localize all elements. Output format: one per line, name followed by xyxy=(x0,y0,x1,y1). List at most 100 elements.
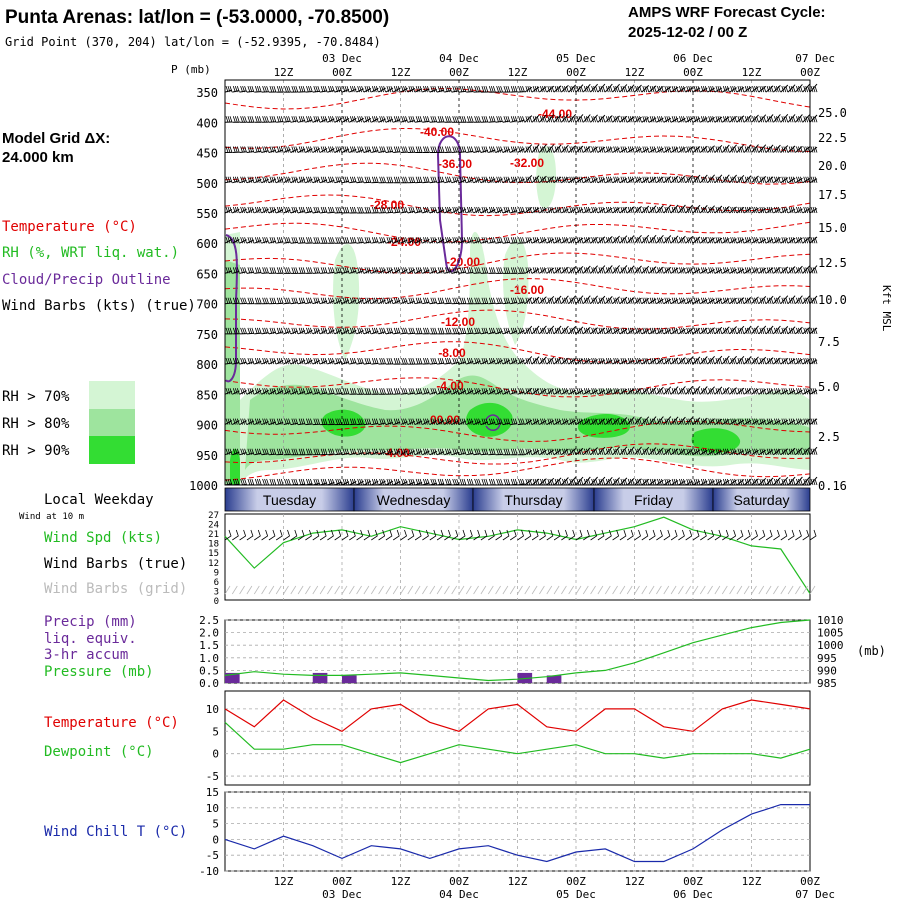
panel-tick-label: 3 xyxy=(214,587,219,597)
cross-section-panel: -44.00-40.00-36.00 -32.00-28.00-24.00-20.… xyxy=(224,79,818,486)
rh-legend-label-70: RH > 70% xyxy=(2,389,70,405)
pressure-level-label: 700 xyxy=(196,298,218,312)
kft-msl-labels: 25.0 22.5 20.0 17.5 15.0 12.5 10.0 7.5 5.0 2.5 0.1… xyxy=(818,106,847,493)
isotherm-labels: -44.00-40.00-36.00 -32.00-28.00-24.00-20.… xyxy=(370,107,572,460)
legend-temperature: Temperature (°C) xyxy=(2,219,137,235)
panel-tick-label: 0 xyxy=(214,597,219,607)
bottom-hour-label: 00Z xyxy=(332,875,352,888)
isotherm-line xyxy=(224,127,811,152)
wind-barb-flags xyxy=(225,146,818,153)
panel-tick-label: 2.0 xyxy=(199,627,219,640)
page-title: Punta Arenas: lat/lon = (-53.0000, -70.8… xyxy=(5,7,389,28)
kft-msl-label: 0.16 xyxy=(818,479,847,493)
pressure-level-label: 1000 xyxy=(189,479,218,493)
pressure-level-label: 750 xyxy=(196,328,218,342)
panel-tick-label: 15 xyxy=(206,786,219,799)
bottom-date-label: 05 Dec xyxy=(556,888,596,900)
wind-barb-flags xyxy=(225,116,818,123)
pressure-tick-label: 1010 xyxy=(817,614,844,627)
isotherm-line xyxy=(224,278,811,300)
pressure-level-label: 450 xyxy=(196,147,218,161)
bottom-hour-label: 12Z xyxy=(742,875,762,888)
precip-bar xyxy=(312,672,328,683)
wind-barb-flags xyxy=(225,297,818,304)
isotherm-label: 00.00 xyxy=(430,413,460,427)
forecast-cycle-value: 2025-12-02 / 00 Z xyxy=(628,24,747,41)
wind-barb-flags xyxy=(225,206,818,214)
surface-wind-barbs-true xyxy=(224,529,817,541)
weekday-title: Local Weekday xyxy=(44,492,154,508)
top-hour-label: 12Z xyxy=(508,66,528,79)
weekday-cell xyxy=(712,487,811,512)
panel-tick-label: 10 xyxy=(206,703,219,716)
upper-wind-barbs xyxy=(224,83,818,486)
legend-wind: Wind Barbs (kts) (true) xyxy=(2,298,196,314)
model-grid-label: Model Grid ΔX: xyxy=(2,130,110,147)
panel-tick-label: 0.5 xyxy=(199,664,219,677)
pressure-level-label: 500 xyxy=(196,177,218,191)
isotherm-line xyxy=(224,221,811,243)
pressure-level-label: 900 xyxy=(196,419,218,433)
pressure-tick-label: 985 xyxy=(817,677,837,690)
kft-msl-label: 25.0 xyxy=(818,106,847,120)
kft-msl-label: 5.0 xyxy=(818,380,840,394)
bottom-hour-label: 12Z xyxy=(391,875,411,888)
top-date-label: 07 Dec xyxy=(795,52,835,65)
panel-tick-label: 27 xyxy=(208,511,219,521)
weekday-label: Tuesday xyxy=(263,492,316,508)
rh-70-region xyxy=(536,146,556,209)
rh-legend-label-80: RH > 80% xyxy=(2,416,70,432)
isotherm-label: -16.00 xyxy=(510,283,544,297)
top-hour-label: 12Z xyxy=(625,66,645,79)
isotherm-line xyxy=(224,162,811,185)
bottom-hour-label: 12Z xyxy=(625,875,645,888)
rh-70-region xyxy=(503,238,529,345)
bottom-hour-label: 00Z xyxy=(800,875,820,888)
panel-tick-label: 10 xyxy=(206,802,219,815)
pressure-axis-title: P (mb) xyxy=(171,63,211,76)
pressure-level-label: 550 xyxy=(196,207,218,221)
weekday-label: Thursday xyxy=(504,492,562,508)
grid-point-subtitle: Grid Point (370, 204) lat/lon = (-52.939… xyxy=(5,35,381,49)
pressure-level-label: 600 xyxy=(196,237,218,251)
model-grid-value: 24.000 km xyxy=(2,149,74,166)
panel-tick-label: 12 xyxy=(208,559,219,569)
bottom-hour-label: 00Z xyxy=(449,875,469,888)
panel-tick-label: 9 xyxy=(214,568,219,578)
panel-tick-label: 1.5 xyxy=(199,639,219,652)
legend-liq-equiv: liq. equiv. xyxy=(44,631,137,647)
wind-barb-flags xyxy=(225,418,818,425)
top-hour-label: 12Z xyxy=(742,66,762,79)
isotherm-line xyxy=(224,341,811,363)
wind-height-label: Wind at 10 m xyxy=(19,512,84,522)
pressure-tick-label: 1000 xyxy=(817,639,844,652)
panel-tick-label: -5 xyxy=(206,849,219,862)
weekday-label: Wednesday xyxy=(377,492,451,508)
kft-msl-label: 15.0 xyxy=(818,221,847,235)
panel-tick-label: 0 xyxy=(212,748,219,761)
isotherm-line xyxy=(224,457,811,481)
kft-msl-label: 2.5 xyxy=(818,430,840,444)
legend-wind-chill: Wind Chill T (°C) xyxy=(44,824,187,840)
precip-bar xyxy=(225,672,240,683)
top-date-label: 04 Dec xyxy=(439,52,479,65)
weekday-label: Saturday xyxy=(733,492,789,508)
top-date-label: 06 Dec xyxy=(673,52,713,65)
bottom-date-label: 07 Dec xyxy=(795,888,835,900)
wind-barb-flags xyxy=(225,327,818,335)
rh-legend: RH > 70% RH > 80% RH > 90% xyxy=(2,381,135,464)
top-hour-labels: 12Z 00Z 12Z 00Z 12Z 00Z 12Z 00Z 12Z 00Z xyxy=(274,66,821,79)
panel-tick-label: 2.5 xyxy=(199,614,219,627)
panel-tick-label: 6 xyxy=(214,578,219,588)
wind-barb-flags xyxy=(225,267,818,274)
pressure-level-label: 850 xyxy=(196,388,218,402)
weekday-label: Friday xyxy=(634,492,673,508)
panel-tick-label: 0.0 xyxy=(199,677,219,690)
bottom-date-label: 06 Dec xyxy=(673,888,713,900)
rh-legend-swatch-90 xyxy=(89,436,135,464)
pressure-level-label: 400 xyxy=(196,116,218,130)
top-date-label: 03 Dec xyxy=(322,52,362,65)
wind-barb-flags xyxy=(225,176,818,183)
